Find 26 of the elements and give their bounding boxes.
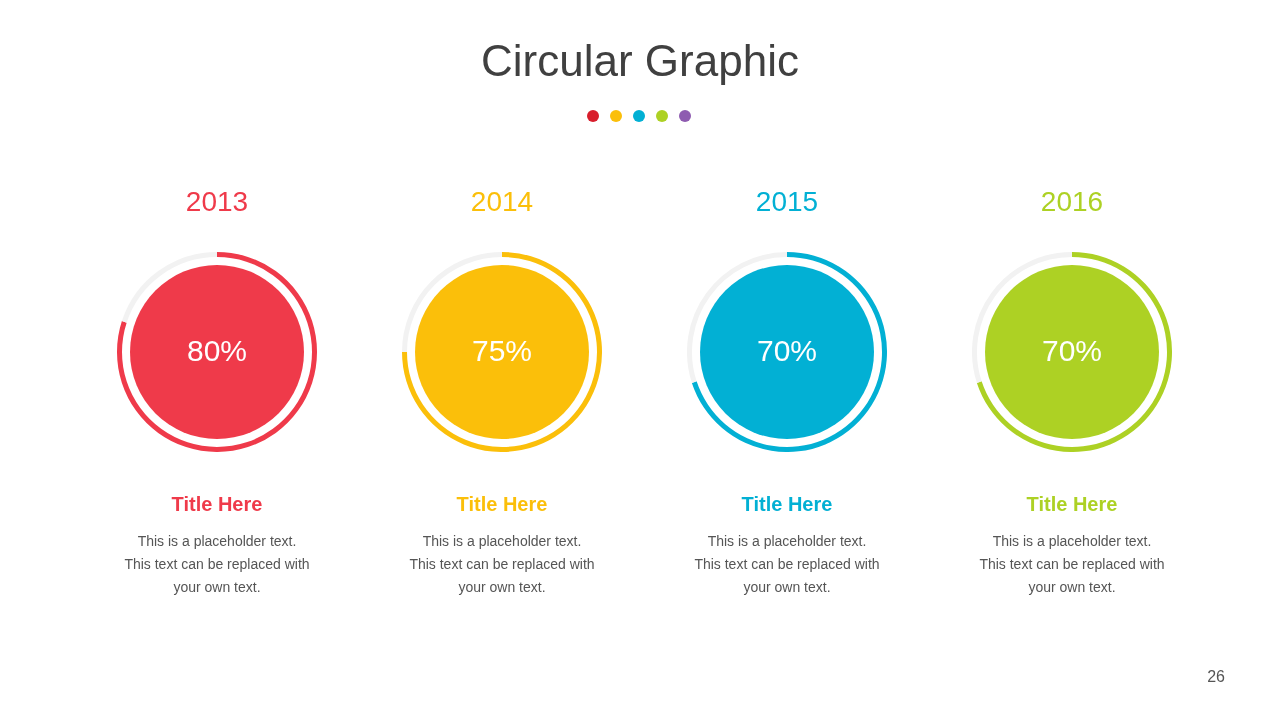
text: This text can be replaced with (123, 555, 311, 574)
text: 26 (1207, 668, 1225, 686)
text: Title Here (455, 493, 549, 516)
text: This is a placeholder text. (991, 532, 1153, 551)
chart-title: 2013 (184, 186, 250, 218)
text: your own text. (1027, 578, 1117, 597)
text: This is a placeholder text. (421, 532, 583, 551)
text: This text can be replaced with (408, 555, 596, 574)
chart-title: 2016 (1039, 186, 1105, 218)
text: Title Here (1025, 493, 1119, 516)
text: Title Here (170, 493, 264, 516)
data-label: 70% (756, 334, 818, 368)
text: This is a placeholder text. (136, 532, 298, 551)
text: Title Here (740, 493, 834, 516)
text: Circular Graphic (480, 36, 800, 86)
data-label: 80% (186, 334, 248, 368)
data-label: 70% (1041, 334, 1103, 368)
text: your own text. (742, 578, 832, 597)
text: This text can be replaced with (693, 555, 881, 574)
text: your own text. (172, 578, 262, 597)
text: your own text. (457, 578, 547, 597)
text: This is a placeholder text. (706, 532, 868, 551)
text: This text can be replaced with (978, 555, 1166, 574)
data-label: 75% (471, 334, 533, 368)
chart-title: 2015 (754, 186, 820, 218)
chart-title: 2014 (469, 186, 535, 218)
